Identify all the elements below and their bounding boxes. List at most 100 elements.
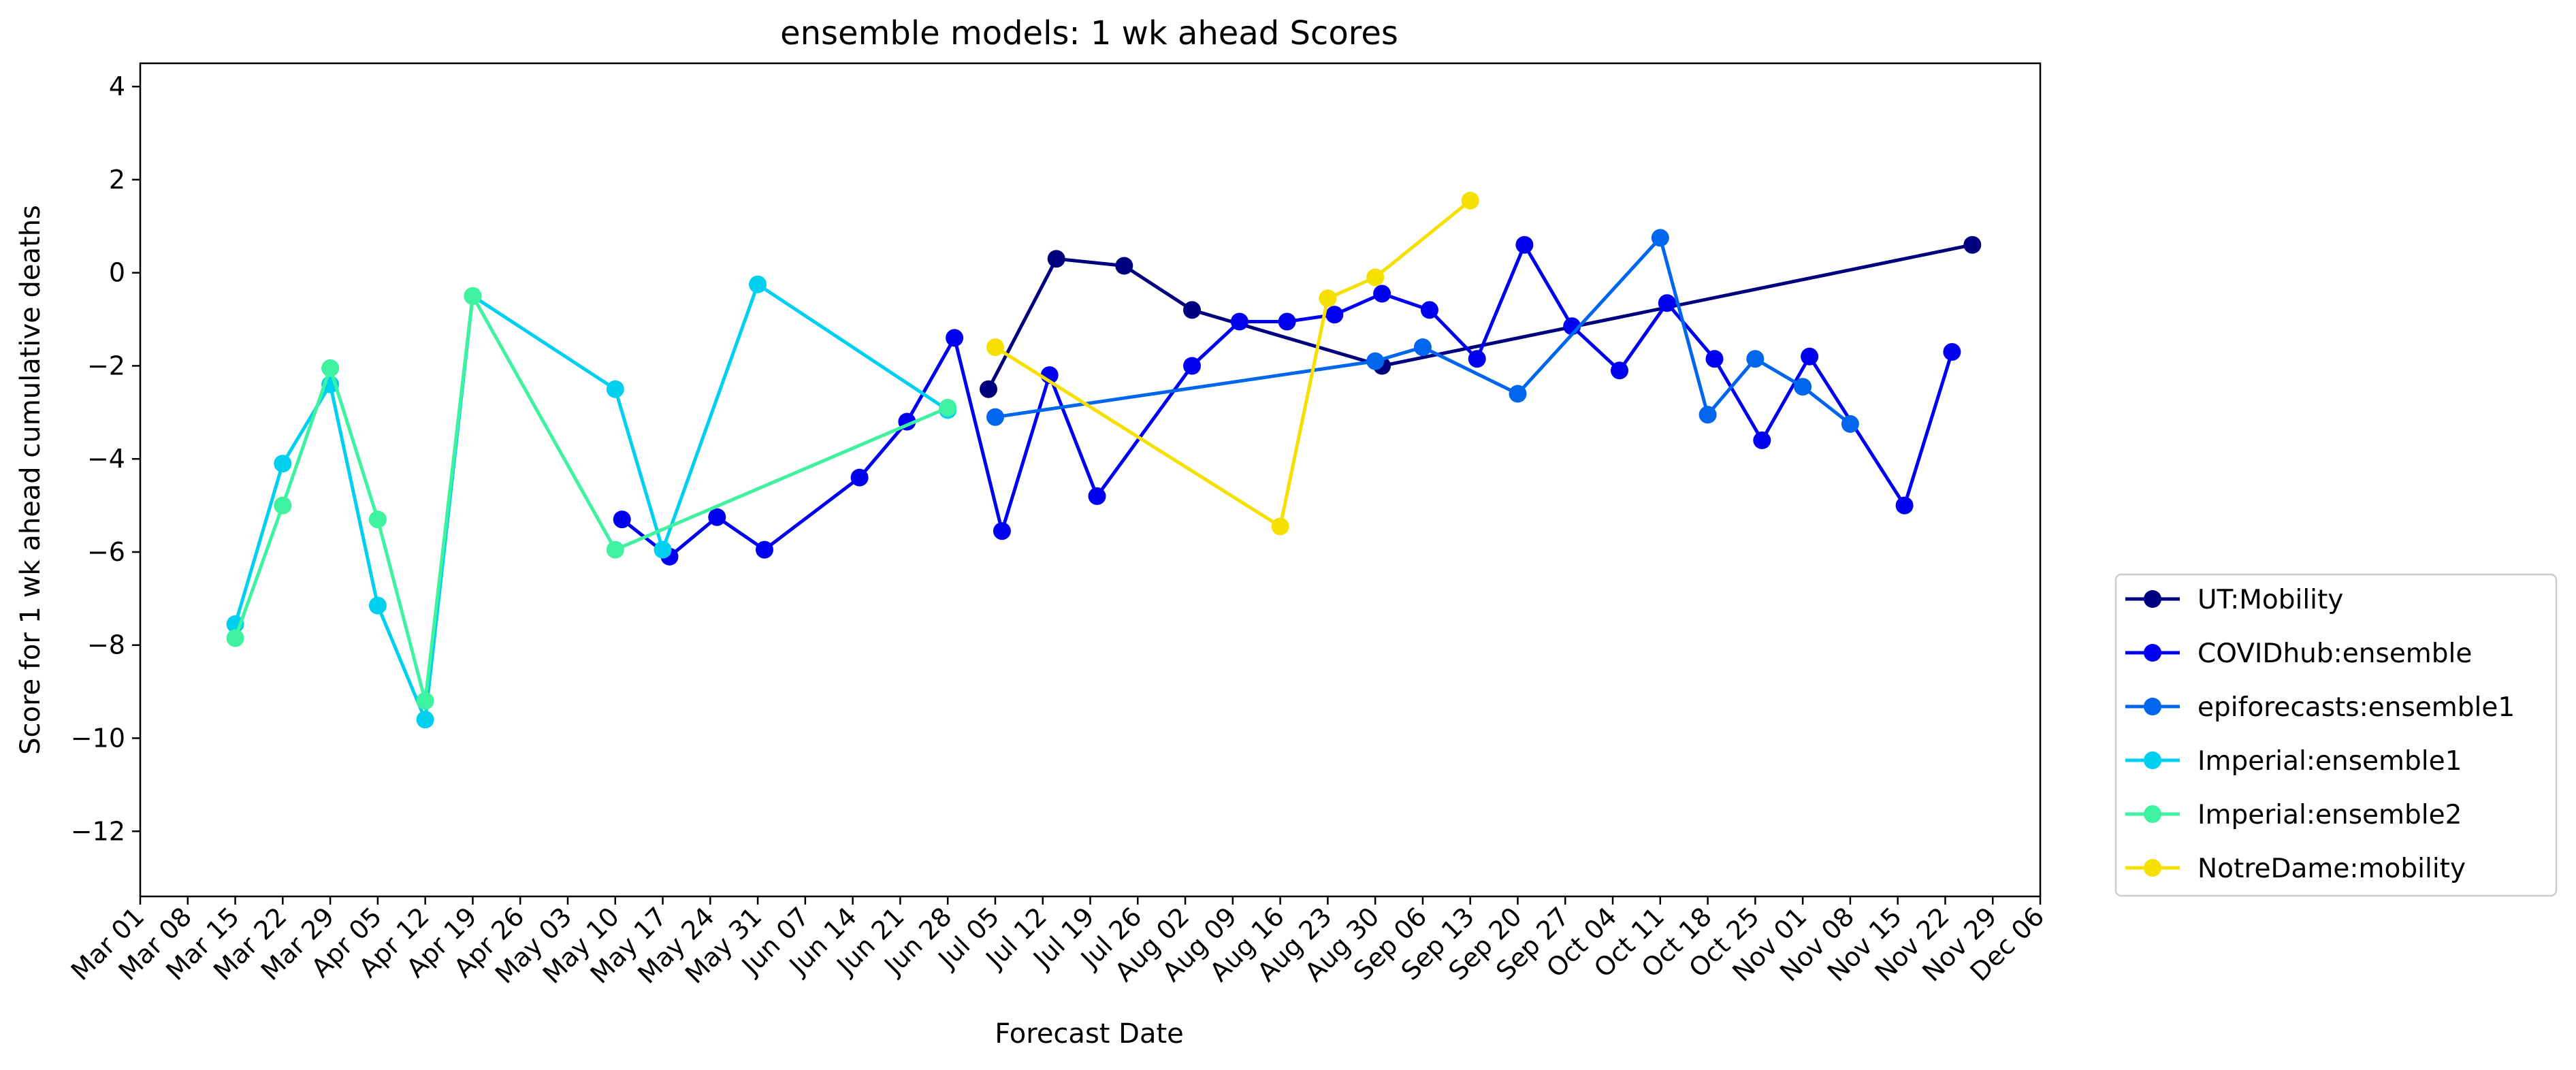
- y-tick-label: 2: [109, 165, 125, 195]
- y-tick-label: −12: [71, 816, 125, 846]
- chart-title: ensemble models: 1 wk ahead Scores: [780, 14, 1398, 52]
- data-point: [321, 359, 340, 377]
- series-line: [986, 243, 1973, 390]
- data-point: [274, 496, 292, 515]
- data-point: [1705, 350, 1724, 368]
- data-point: [1278, 312, 1296, 331]
- x-axis-title: Forecast Date: [995, 1018, 1184, 1050]
- legend-label: Imperial:ensemble2: [2197, 800, 2462, 830]
- data-point: [1047, 250, 1065, 268]
- data-point: [1753, 431, 1771, 449]
- data-point: [708, 508, 726, 526]
- legend-entry: COVIDhub:ensemble: [2125, 638, 2472, 669]
- data-point: [1841, 415, 1859, 433]
- data-point: [1271, 517, 1289, 536]
- data-point: [1420, 301, 1438, 319]
- data-point: [464, 287, 482, 305]
- data-point: [1698, 406, 1717, 424]
- legend-marker: [2144, 590, 2161, 608]
- data-point: [1366, 352, 1385, 370]
- y-axis: 4 2 0 −2 −4 −6 −8 −10 −12: [71, 71, 140, 846]
- legend-marker: [2144, 805, 2161, 823]
- y-axis-title: Score for 1 wk ahead cumulative deaths: [15, 205, 46, 755]
- legend-entry: NotreDame:mobility: [2125, 854, 2466, 884]
- data-point: [1366, 268, 1385, 287]
- data-point: [1801, 347, 1819, 366]
- y-tick-label: 0: [109, 258, 125, 288]
- data-point: [1183, 301, 1201, 319]
- data-point: [613, 510, 631, 529]
- data-point: [1515, 236, 1534, 254]
- data-point: [1461, 191, 1479, 210]
- data-point: [1373, 285, 1391, 303]
- legend-marker: [2144, 859, 2161, 877]
- data-point: [993, 522, 1011, 540]
- data-point: [756, 540, 773, 559]
- data-point: [1509, 385, 1527, 403]
- series-line: [234, 294, 949, 703]
- data-point: [1794, 378, 1812, 396]
- y-tick-label: −2: [87, 351, 125, 380]
- legend: UT:Mobility COVIDhub:ensemble epiforecasts…: [2114, 573, 2558, 897]
- data-point: [939, 399, 957, 417]
- data-point: [1658, 294, 1676, 312]
- series-notredame-mobility: [986, 191, 1479, 536]
- data-point: [606, 540, 624, 559]
- legend-entry: Imperial:ensemble2: [2125, 800, 2462, 830]
- series-imperial-ensemble1: [226, 275, 957, 729]
- series-epiforecasts-ensemble1: [986, 229, 1859, 433]
- data-point: [1319, 289, 1337, 308]
- legend-marker: [2144, 698, 2161, 715]
- plot-area: [226, 191, 1982, 729]
- data-point: [654, 540, 672, 559]
- legend-label: NotreDame:mobility: [2197, 854, 2466, 884]
- data-point: [606, 380, 624, 398]
- legend-entry: epiforecasts:ensemble1: [2125, 692, 2515, 723]
- legend-entry: Imperial:ensemble1: [2125, 746, 2462, 777]
- legend-label: UT:Mobility: [2197, 585, 2343, 615]
- data-point: [1468, 350, 1486, 368]
- data-point: [986, 408, 1004, 426]
- data-point: [1115, 257, 1133, 275]
- legend-entry: UT:Mobility: [2125, 585, 2343, 615]
- y-tick-label: −8: [87, 630, 125, 660]
- legend-label: COVIDhub:ensemble: [2197, 638, 2472, 669]
- data-point: [1746, 350, 1765, 368]
- data-point: [368, 596, 387, 615]
- series-line: [621, 243, 1954, 559]
- legend-label: epiforecasts:ensemble1: [2197, 692, 2515, 723]
- data-point: [1183, 357, 1201, 375]
- data-point: [850, 468, 869, 487]
- data-point: [1230, 312, 1249, 331]
- y-tick-label: −4: [87, 444, 125, 474]
- data-point: [368, 510, 387, 529]
- data-point: [416, 692, 434, 710]
- data-point: [416, 711, 434, 729]
- series-covidhub-ensemble: [613, 236, 1961, 566]
- legend-marker: [2144, 644, 2161, 662]
- legend-label: Imperial:ensemble1: [2197, 746, 2462, 777]
- data-point: [226, 629, 244, 647]
- y-tick-label: −10: [71, 724, 125, 753]
- data-point: [1413, 338, 1432, 357]
- data-point: [1325, 306, 1344, 324]
- y-tick-label: −6: [87, 537, 125, 567]
- data-point: [749, 275, 767, 293]
- series-imperial-ensemble2: [226, 287, 957, 710]
- data-point: [1651, 229, 1669, 247]
- data-point: [1088, 487, 1106, 505]
- series-line: [234, 282, 949, 722]
- series-ut-mobility: [980, 236, 1982, 398]
- legend-marker: [2144, 751, 2161, 769]
- legend-frame: [2114, 573, 2558, 897]
- data-point: [274, 455, 292, 473]
- data-point: [946, 329, 964, 347]
- data-point: [986, 338, 1004, 357]
- data-point: [1943, 343, 1961, 361]
- data-point: [1895, 496, 1914, 515]
- data-point: [1611, 361, 1628, 380]
- data-point: [1963, 236, 1982, 254]
